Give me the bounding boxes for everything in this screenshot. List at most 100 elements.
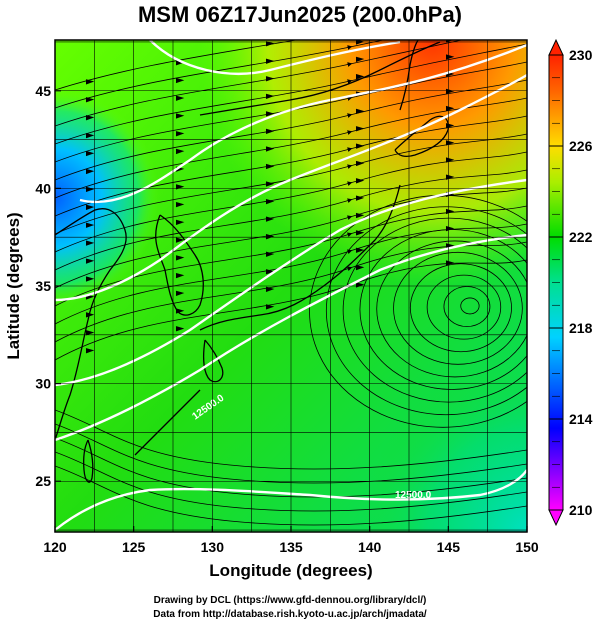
stream-arrow	[85, 79, 95, 85]
stream-arrow	[85, 330, 95, 336]
streamline	[55, 223, 527, 325]
stream-arrow	[85, 150, 95, 157]
anticyclone-ring	[376, 240, 527, 378]
coastline-china	[55, 208, 127, 441]
y-tick-label: 30	[35, 376, 51, 392]
stream-arrow	[175, 113, 185, 119]
streamline	[55, 241, 527, 343]
stream-arrow	[265, 251, 275, 257]
streamline	[55, 40, 385, 109]
streamline	[55, 465, 527, 526]
stream-arrow	[355, 126, 365, 132]
y-axis-ticks: 25 30 35 40 45	[35, 83, 61, 489]
stream-arrow	[355, 195, 365, 201]
stream-arrow	[265, 269, 275, 275]
streamline	[55, 423, 527, 484]
colorbar: 210 214 218 222 226 230	[548, 38, 593, 527]
coastline-kyushu	[203, 339, 224, 383]
coastline-korea	[155, 214, 204, 316]
stream-arrow	[265, 198, 275, 205]
stream-arrow	[355, 108, 365, 115]
stream-arrow	[265, 216, 275, 222]
stream-arrow	[265, 146, 275, 152]
x-tick-label: 140	[358, 539, 382, 555]
stream-arrow	[85, 222, 95, 228]
contour-line	[149, 40, 401, 75]
chart-title: MSM 06Z17Jun2025 (200.0hPa)	[138, 2, 462, 27]
streamline	[55, 61, 527, 163]
stream-arrow	[85, 240, 95, 246]
contour-label: 12500.0	[395, 490, 432, 501]
x-axis-label: Longitude (degrees)	[209, 561, 372, 580]
stream-arrow	[265, 286, 275, 292]
streamline	[55, 40, 299, 91]
colorbar-tick-label: 230	[569, 47, 593, 63]
credit-drawing: Drawing by DCL (https://www.gfd-dennou.o…	[154, 595, 427, 606]
anticyclone-ring	[325, 206, 527, 416]
anticyclone-ring	[409, 263, 512, 353]
stream-arrow	[265, 234, 275, 240]
streamline	[55, 451, 527, 512]
stream-arrow	[85, 115, 95, 121]
stream-arrow	[175, 272, 185, 279]
stream-arrow	[175, 148, 185, 155]
streamline	[55, 79, 527, 181]
stream-arrow	[175, 237, 185, 243]
stream-arrow	[175, 202, 185, 208]
stream-arrow	[85, 276, 95, 282]
plot-area: 12500.0 12500.0	[55, 40, 527, 532]
x-tick-label: 130	[201, 539, 225, 555]
contour-line	[55, 469, 527, 531]
streamline	[55, 43, 527, 145]
y-axis-label: Latitude (degrees)	[4, 212, 23, 359]
streamline	[55, 259, 527, 361]
streamline	[55, 169, 527, 271]
stream-arrow	[175, 131, 185, 137]
streamline	[55, 115, 527, 217]
y-tick-label: 45	[35, 83, 51, 99]
colorbar-ticks: 210 214 218 222 226 230	[549, 47, 593, 518]
coastline-honshu	[199, 184, 401, 331]
x-tick-label: 150	[515, 539, 539, 555]
stream-arrow	[355, 264, 365, 271]
y-tick-label: 25	[35, 473, 51, 489]
streamline	[55, 437, 527, 498]
x-tick-label: 145	[437, 539, 461, 555]
colorbar-tick-label: 210	[569, 502, 593, 518]
stream-arrow	[175, 95, 185, 101]
streamline	[55, 133, 527, 235]
stream-arrow	[265, 93, 275, 99]
colorbar-min-triangle	[548, 509, 564, 527]
coastline-sakhalin	[399, 40, 419, 111]
anticyclone-ring	[443, 286, 491, 327]
stream-arrow	[85, 132, 95, 139]
contour-line	[55, 233, 527, 442]
colorbar-tick-label: 218	[569, 320, 593, 336]
x-tick-label: 125	[122, 539, 146, 555]
x-tick-label: 120	[43, 539, 67, 555]
streamline	[55, 97, 527, 199]
colorbar-tick-label: 222	[569, 229, 593, 245]
anticyclone-ring	[342, 217, 527, 403]
stream-arrow	[265, 181, 275, 187]
stream-arrow	[355, 143, 365, 149]
stream-arrow	[265, 128, 275, 135]
credit-data: Data from http://database.rish.kyoto-u.a…	[153, 609, 427, 620]
stream-arrow	[265, 163, 275, 170]
streamline	[55, 40, 463, 127]
stream-arrow	[85, 97, 95, 103]
stream-arrow	[355, 212, 365, 219]
stream-arrow	[175, 255, 185, 261]
stream-arrow	[175, 290, 185, 296]
stream-arrow	[265, 58, 275, 64]
stream-arrow	[175, 219, 185, 226]
y-tick-label: 40	[35, 180, 51, 196]
stream-arrow	[355, 230, 365, 236]
contour-line	[55, 73, 527, 302]
stream-arrow	[85, 204, 95, 210]
grid-lines	[55, 40, 527, 532]
stream-arrow	[85, 258, 95, 264]
stream-arrow	[85, 168, 95, 175]
anticyclone-ring	[426, 274, 502, 340]
